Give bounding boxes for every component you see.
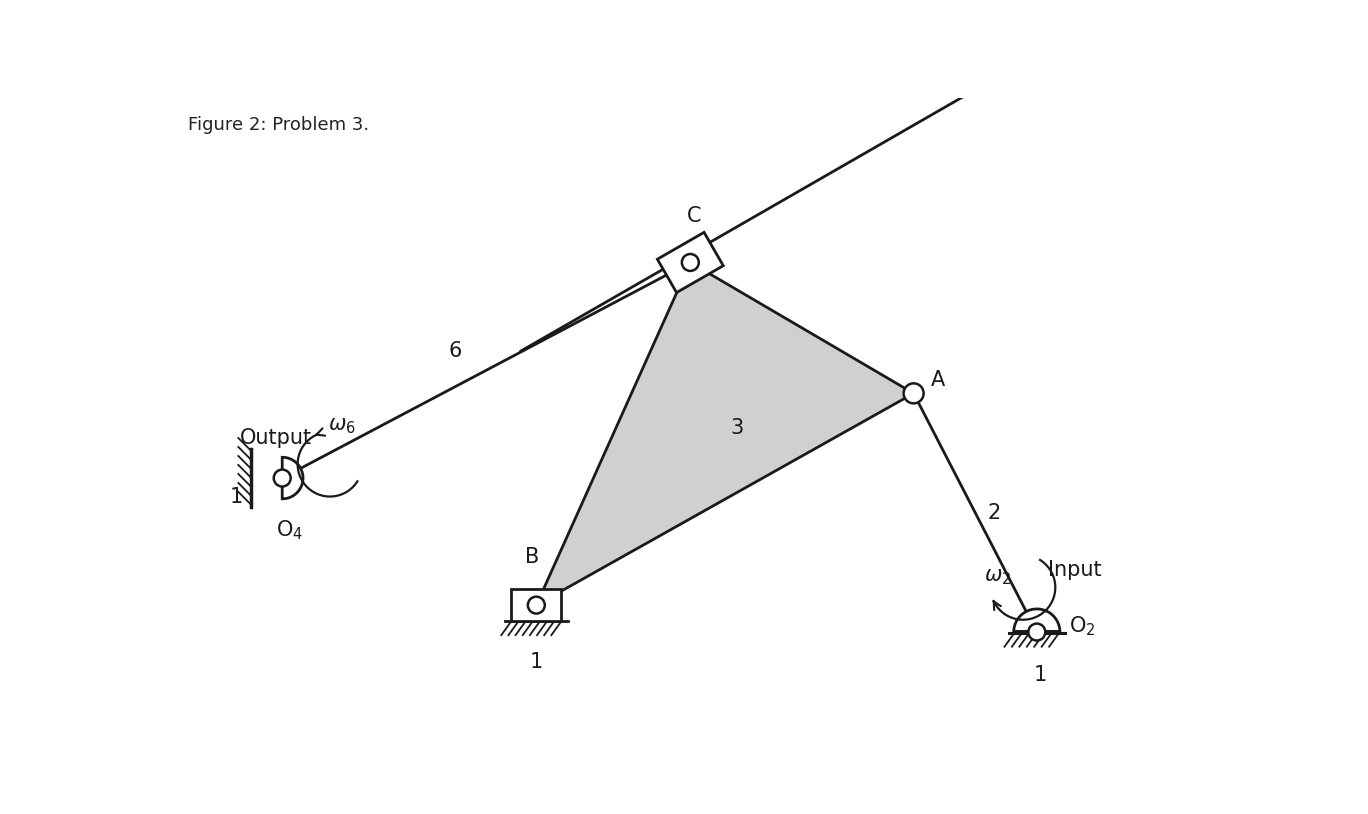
Text: C: C [687, 205, 702, 225]
Text: B: B [525, 547, 539, 567]
Text: 4: 4 [521, 596, 532, 614]
Polygon shape [536, 262, 914, 605]
Polygon shape [658, 232, 724, 292]
Text: 6: 6 [449, 341, 462, 361]
Circle shape [1029, 624, 1045, 641]
Circle shape [681, 254, 699, 271]
Circle shape [904, 383, 923, 404]
Text: A: A [930, 370, 945, 390]
Circle shape [528, 597, 544, 614]
Text: 1: 1 [1034, 665, 1048, 685]
Text: O$_4$: O$_4$ [276, 518, 304, 541]
Text: Input: Input [1048, 561, 1103, 580]
Circle shape [274, 470, 290, 487]
Text: $\omega_2$: $\omega_2$ [985, 567, 1012, 587]
Text: 3: 3 [731, 418, 743, 438]
Text: 1: 1 [529, 652, 543, 672]
Text: 5: 5 [673, 265, 684, 282]
Text: 1: 1 [230, 488, 242, 507]
Text: Output: Output [239, 428, 312, 448]
Text: O$_2$: O$_2$ [1070, 614, 1096, 637]
Polygon shape [1014, 609, 1060, 632]
Text: $\omega_6$: $\omega_6$ [328, 416, 356, 435]
Text: 2: 2 [988, 503, 1001, 523]
Text: Figure 2: Problem 3.: Figure 2: Problem 3. [189, 116, 369, 134]
Polygon shape [282, 457, 302, 499]
Bar [512, 589, 561, 621]
